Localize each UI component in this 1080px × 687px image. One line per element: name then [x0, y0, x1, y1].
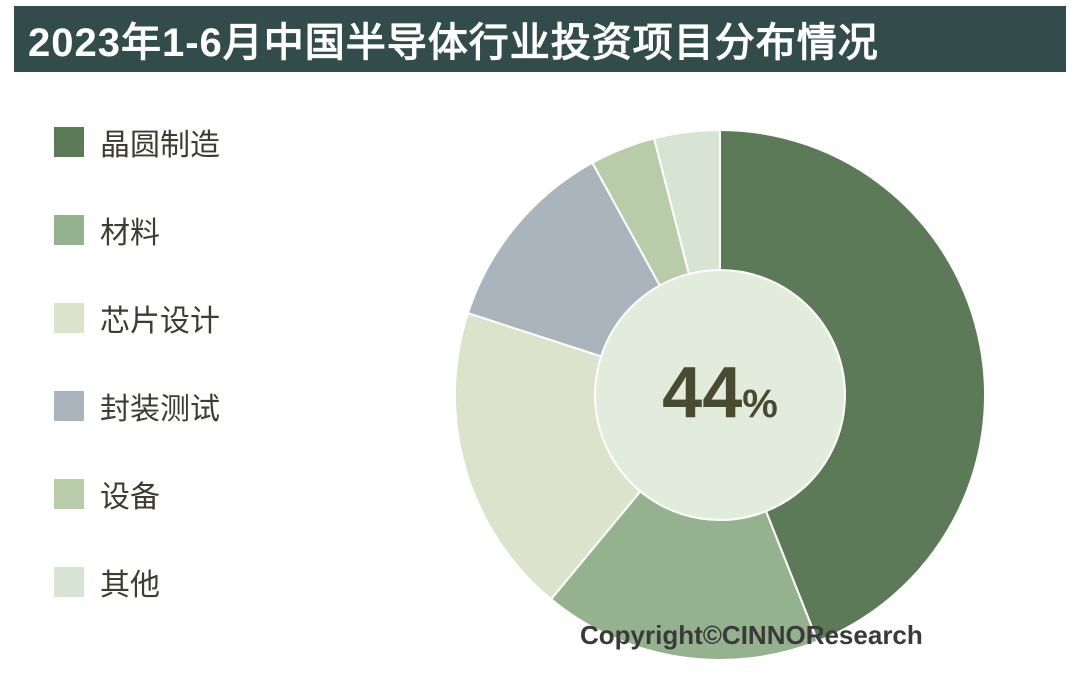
center-percent-sign: % — [742, 382, 778, 427]
legend: 晶圆制造材料芯片设计封装测试设备其他 — [54, 120, 220, 604]
legend-label: 其他 — [100, 560, 160, 604]
title-bar: 2023年1-6月中国半导体行业投资项目分布情况 — [14, 6, 1066, 72]
legend-swatch — [54, 215, 84, 245]
legend-item: 材料 — [54, 208, 220, 252]
chart-frame: 2023年1-6月中国半导体行业投资项目分布情况 晶圆制造材料芯片设计封装测试设… — [0, 0, 1080, 687]
legend-swatch — [54, 127, 84, 157]
legend-item: 芯片设计 — [54, 296, 220, 340]
legend-label: 材料 — [100, 208, 160, 252]
legend-label: 封装测试 — [100, 384, 220, 428]
legend-swatch — [54, 567, 84, 597]
legend-label: 晶圆制造 — [100, 120, 220, 164]
donut-center-label: 44% — [595, 352, 845, 434]
legend-item: 封装测试 — [54, 384, 220, 428]
legend-item: 设备 — [54, 472, 220, 516]
legend-label: 设备 — [100, 472, 160, 516]
chart-title: 2023年1-6月中国半导体行业投资项目分布情况 — [28, 10, 879, 68]
legend-item: 晶圆制造 — [54, 120, 220, 164]
center-value: 44 — [662, 352, 742, 434]
legend-swatch — [54, 391, 84, 421]
legend-swatch — [54, 479, 84, 509]
legend-label: 芯片设计 — [100, 296, 220, 340]
legend-item: 其他 — [54, 560, 220, 604]
copyright-text: Copyright©CINNOResearch — [580, 620, 923, 651]
legend-swatch — [54, 303, 84, 333]
